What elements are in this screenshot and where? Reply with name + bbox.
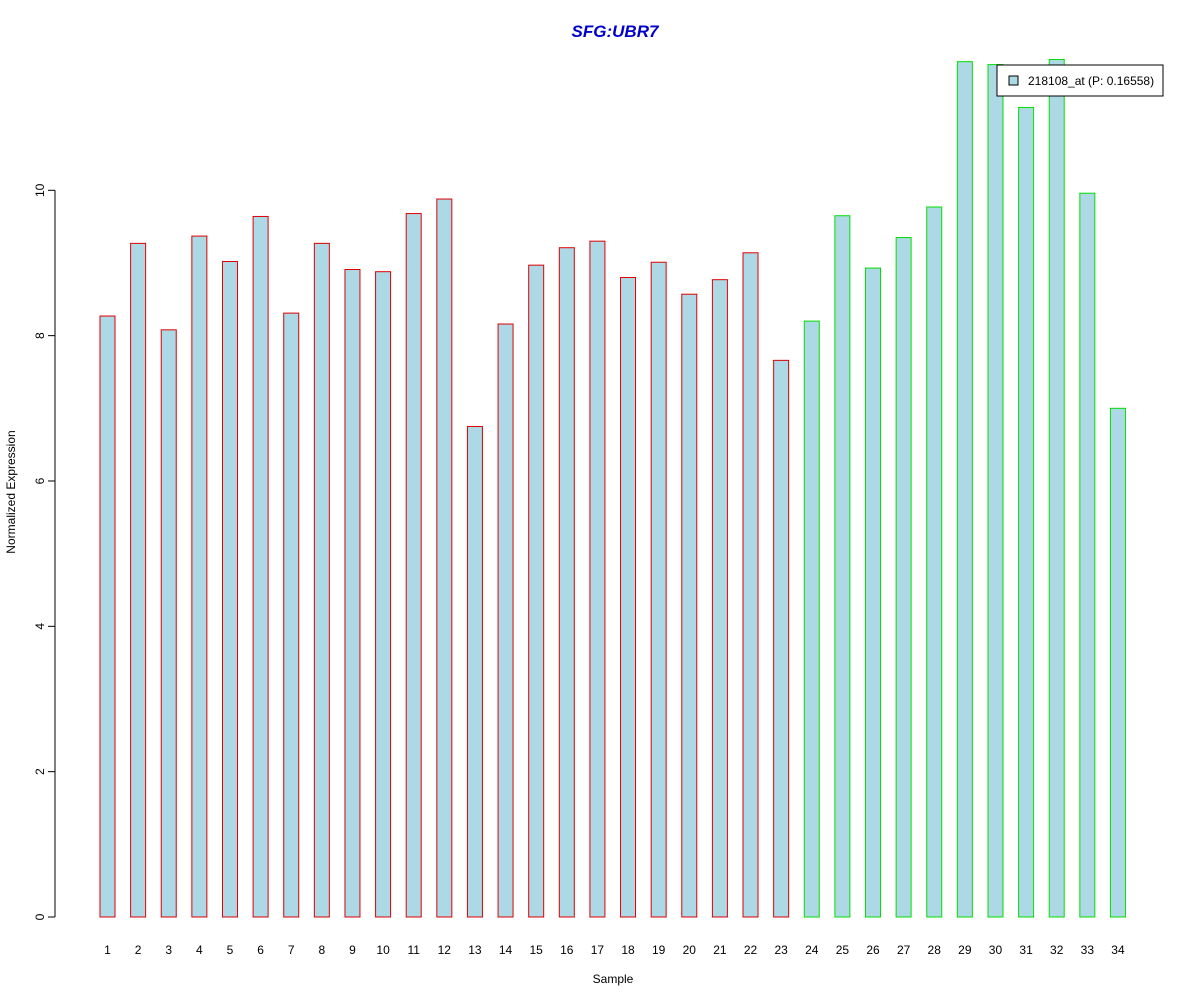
bar-sample-12 (436, 198, 453, 918)
bar-sample-4 (191, 235, 208, 918)
bar-sample-7 (283, 312, 300, 918)
bar-sample-23 (773, 359, 790, 918)
bar-sample-11 (405, 213, 422, 918)
x-tick-label: 8 (318, 943, 325, 957)
bar-sample-21 (711, 279, 728, 918)
bar-sample-20 (681, 293, 698, 918)
legend-label: 218108_at (P: 0.16558) (1028, 74, 1154, 88)
x-tick-label: 10 (376, 943, 390, 957)
bar-sample-26 (865, 267, 881, 918)
x-tick-label: 14 (499, 943, 513, 957)
y-tick-label: 10 (33, 183, 47, 197)
x-tick-label: 22 (744, 943, 758, 957)
bar-sample-28 (926, 206, 943, 918)
x-tick-label: 28 (928, 943, 942, 957)
bar-sample-27 (895, 237, 912, 918)
x-tick-label: 29 (958, 943, 972, 957)
x-tick-label: 5 (227, 943, 234, 957)
bars (99, 58, 1126, 918)
x-axis-label: Sample (593, 972, 634, 986)
y-tick-label: 2 (33, 768, 47, 775)
bar-sample-18 (620, 277, 637, 918)
x-tick-label: 27 (897, 943, 911, 957)
x-tick-label: 4 (196, 943, 203, 957)
bar-sample-30 (987, 64, 1004, 918)
y-tick-label: 6 (33, 477, 47, 484)
y-tick-label: 0 (33, 913, 47, 920)
x-tick-label: 7 (288, 943, 295, 957)
bar-sample-5 (221, 261, 238, 918)
y-tick-label: 4 (33, 623, 47, 630)
x-tick-label: 12 (438, 943, 452, 957)
bar-sample-1 (99, 315, 116, 918)
x-tick-label: 30 (989, 943, 1003, 957)
x-tick-label: 3 (165, 943, 172, 957)
x-tick-label: 26 (866, 943, 880, 957)
bar-sample-34 (1109, 407, 1126, 918)
x-tick-label: 19 (652, 943, 666, 957)
bar-sample-17 (589, 240, 606, 918)
bar-sample-16 (558, 247, 575, 918)
x-tick-label: 34 (1111, 943, 1125, 957)
bar-sample-13 (466, 425, 483, 918)
chart-title: SFG:UBR7 (572, 22, 660, 41)
x-tick-label: 20 (683, 943, 697, 957)
x-tick-label: 9 (349, 943, 356, 957)
x-tick-label: 15 (530, 943, 544, 957)
bar-sample-32 (1048, 58, 1065, 918)
x-tick-label: 18 (621, 943, 635, 957)
bar-sample-6 (252, 215, 269, 918)
legend-box (996, 64, 1164, 97)
x-tick-label: 11 (407, 943, 420, 957)
x-tick-label: 31 (1019, 943, 1033, 957)
legend: 218108_at (P: 0.16558) (996, 64, 1164, 97)
x-tick-label: 33 (1081, 943, 1095, 957)
x-tick-label: 24 (805, 943, 819, 957)
bar-sample-9 (344, 269, 361, 918)
x-tick-label: 25 (836, 943, 850, 957)
bar-sample-14 (497, 323, 514, 918)
bar-sample-2 (130, 242, 147, 918)
x-tick-label: 1 (104, 943, 111, 957)
bar-sample-22 (742, 252, 759, 918)
bar-sample-19 (650, 261, 667, 918)
y-axis: 0 2 4 6 8 10 (33, 183, 56, 920)
x-tick-label: 6 (257, 943, 264, 957)
bar-sample-3 (160, 329, 177, 918)
bar-sample-15 (528, 264, 545, 918)
y-tick-label: 8 (33, 332, 47, 339)
bar-sample-31 (1018, 106, 1035, 918)
bar-sample-8 (313, 242, 330, 918)
x-tick-label: 21 (713, 943, 727, 957)
bar-sample-33 (1079, 192, 1096, 918)
x-tick-label: 23 (774, 943, 788, 957)
bar-sample-25 (834, 215, 851, 918)
x-tick-label: 16 (560, 943, 574, 957)
x-tick-label: 13 (468, 943, 482, 957)
bar-sample-29 (956, 61, 973, 918)
legend-swatch (1008, 75, 1019, 86)
x-tick-label: 17 (591, 943, 605, 957)
x-tick-label: 2 (135, 943, 142, 957)
bar-sample-10 (375, 271, 392, 918)
bar-sample-24 (803, 320, 820, 918)
x-axis: 1 2 3 4 5 6 7 8 9 10 11 12 13 14 15 16 17 18 19 20 21 22 23 24 2… (104, 943, 1125, 957)
x-tick-label: 32 (1050, 943, 1064, 957)
y-axis-label: Normalized Expression (4, 430, 18, 553)
